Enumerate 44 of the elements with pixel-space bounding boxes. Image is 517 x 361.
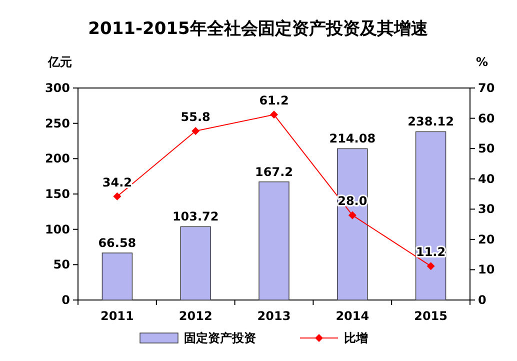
y-tick-label: 300 bbox=[44, 81, 70, 95]
bar bbox=[415, 131, 446, 300]
y2-tick-label: 40 bbox=[478, 172, 495, 186]
y2-axis-title: % bbox=[476, 55, 488, 69]
data-label: 214.08 bbox=[329, 132, 376, 146]
data-label: 34.2 bbox=[102, 175, 132, 190]
y2-tick-label: 60 bbox=[478, 111, 495, 126]
legend-label: 固定资产投资 bbox=[184, 331, 256, 345]
y2-tick-label: 0 bbox=[478, 293, 486, 307]
legend-label: 比增 bbox=[344, 331, 368, 345]
point bbox=[348, 211, 356, 220]
y2-tick-label: 50 bbox=[478, 142, 495, 156]
y2-tick-label: 70 bbox=[478, 81, 495, 95]
chart-title: 2011-2015年全社会固定资产投资及其增速 bbox=[88, 19, 428, 39]
x-tick-label: 2012 bbox=[178, 309, 212, 323]
point bbox=[270, 110, 278, 119]
bar bbox=[258, 181, 290, 300]
x-tick-label: 2013 bbox=[257, 309, 291, 323]
y-tick-label: 200 bbox=[44, 152, 70, 166]
y2-tick-label: 20 bbox=[478, 232, 495, 246]
bar bbox=[337, 148, 368, 300]
data-label: 66.58 bbox=[98, 236, 136, 250]
y2-tick-label: 10 bbox=[478, 262, 495, 277]
data-label: 103.72 bbox=[172, 210, 219, 224]
point bbox=[192, 127, 200, 136]
bar bbox=[180, 226, 211, 300]
x-tick-label: 2015 bbox=[414, 309, 448, 323]
data-label: 238.12 bbox=[408, 114, 454, 129]
point bbox=[113, 192, 122, 200]
x-tick-label: 2011 bbox=[100, 309, 134, 323]
point bbox=[426, 262, 435, 270]
y-tick-label: 50 bbox=[53, 258, 70, 272]
bar bbox=[102, 252, 133, 300]
y-tick-label: 150 bbox=[44, 187, 70, 201]
y2-tick-label: 30 bbox=[478, 202, 495, 216]
data-label: 55.8 bbox=[180, 110, 210, 124]
data-label: 11.2 bbox=[416, 245, 446, 260]
y-tick-label: 100 bbox=[44, 222, 70, 236]
y-tick-label: 0 bbox=[62, 293, 70, 307]
y-tick-label: 250 bbox=[44, 116, 70, 130]
y-axis-title: 亿元 bbox=[47, 55, 72, 69]
data-label: 167.2 bbox=[255, 164, 293, 179]
x-tick-label: 2014 bbox=[336, 309, 370, 323]
data-label: 61.2 bbox=[259, 94, 289, 108]
